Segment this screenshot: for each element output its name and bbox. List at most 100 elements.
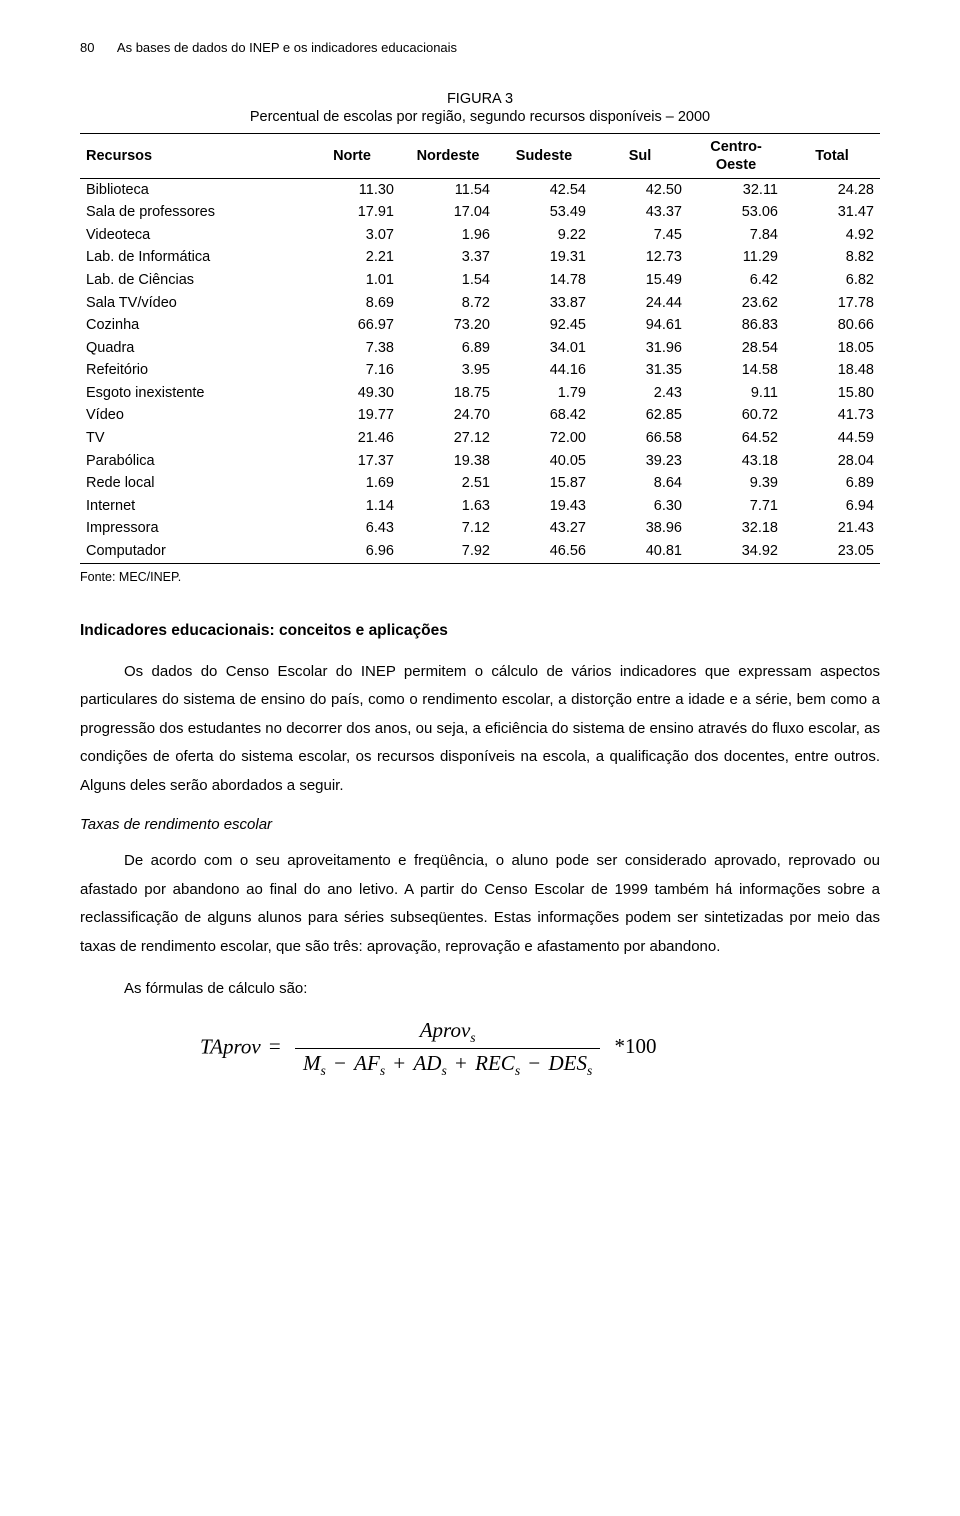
- table-cell: 43.18: [688, 450, 784, 473]
- table-row-label: Lab. de Informática: [80, 247, 304, 270]
- table-row: Rede local1.692.5115.878.649.396.89: [80, 473, 880, 496]
- table-row: Sala de professores17.9117.0453.4943.375…: [80, 202, 880, 225]
- table-cell: 7.45: [592, 224, 688, 247]
- table-cell: 1.63: [400, 495, 496, 518]
- table-header-cell: Recursos: [80, 134, 304, 179]
- table-cell: 53.49: [496, 202, 592, 225]
- table-cell: 7.71: [688, 495, 784, 518]
- table-cell: 12.73: [592, 247, 688, 270]
- table-cell: 6.30: [592, 495, 688, 518]
- table-row-label: Quadra: [80, 337, 304, 360]
- table-cell: 14.78: [496, 270, 592, 293]
- table-row-label: Cozinha: [80, 315, 304, 338]
- table-row-label: Sala de professores: [80, 202, 304, 225]
- table-cell: 1.01: [304, 270, 400, 293]
- table-cell: 21.43: [784, 518, 880, 541]
- table-row: Quadra7.386.8934.0131.9628.5418.05: [80, 337, 880, 360]
- table-cell: 86.83: [688, 315, 784, 338]
- table-cell: 24.44: [592, 292, 688, 315]
- table-cell: 9.11: [688, 382, 784, 405]
- table-cell: 11.54: [400, 179, 496, 202]
- figure-source: Fonte: MEC/INEP.: [80, 570, 880, 584]
- table-row-label: Internet: [80, 495, 304, 518]
- page-number: 80: [80, 40, 114, 55]
- table-cell: 19.77: [304, 405, 400, 428]
- table-cell: 6.42: [688, 270, 784, 293]
- equals-sign: =: [266, 1034, 284, 1058]
- table-cell: 1.14: [304, 495, 400, 518]
- table-cell: 11.30: [304, 179, 400, 202]
- running-title: As bases de dados do INEP e os indicador…: [117, 40, 457, 55]
- table-cell: 7.16: [304, 360, 400, 383]
- table-cell: 40.81: [592, 540, 688, 563]
- table-cell: 64.52: [688, 427, 784, 450]
- table-row: Impressora6.437.1243.2738.9632.1821.43: [80, 518, 880, 541]
- table-cell: 8.69: [304, 292, 400, 315]
- table-row: Videoteca3.071.969.227.457.844.92: [80, 224, 880, 247]
- table-cell: 28.54: [688, 337, 784, 360]
- formula: TAprov = Aprovs Ms − AFs + ADs + RECs − …: [200, 1018, 880, 1079]
- table-row: Refeitório7.163.9544.1631.3514.5818.48: [80, 360, 880, 383]
- table-cell: 53.06: [688, 202, 784, 225]
- table-cell: 40.05: [496, 450, 592, 473]
- table-cell: 66.97: [304, 315, 400, 338]
- table-cell: 6.89: [784, 473, 880, 496]
- table-cell: 32.18: [688, 518, 784, 541]
- table-row-label: Lab. de Ciências: [80, 270, 304, 293]
- table-row-label: TV: [80, 427, 304, 450]
- table-row-label: Computador: [80, 540, 304, 563]
- table-cell: 41.73: [784, 405, 880, 428]
- table-row: Esgoto inexistente49.3018.751.792.439.11…: [80, 382, 880, 405]
- section-heading: Indicadores educacionais: conceitos e ap…: [80, 622, 880, 640]
- table-cell: 1.54: [400, 270, 496, 293]
- table-cell: 46.56: [496, 540, 592, 563]
- table-cell: 8.82: [784, 247, 880, 270]
- table-cell: 19.38: [400, 450, 496, 473]
- table-header-row: RecursosNorteNordesteSudesteSulCentro-Oe…: [80, 134, 880, 179]
- table-cell: 21.46: [304, 427, 400, 450]
- table-cell: 60.72: [688, 405, 784, 428]
- figure-label: FIGURA 3: [80, 91, 880, 107]
- table-cell: 7.84: [688, 224, 784, 247]
- table-header-cell: Sudeste: [496, 134, 592, 179]
- table-row: Internet1.141.6319.436.307.716.94: [80, 495, 880, 518]
- table-cell: 1.79: [496, 382, 592, 405]
- table-cell: 2.51: [400, 473, 496, 496]
- table-row: Cozinha66.9773.2092.4594.6186.8380.66: [80, 315, 880, 338]
- table-cell: 49.30: [304, 382, 400, 405]
- table-header-cell: Nordeste: [400, 134, 496, 179]
- table-header-cell: Norte: [304, 134, 400, 179]
- table-cell: 17.04: [400, 202, 496, 225]
- table-cell: 7.12: [400, 518, 496, 541]
- table-cell: 8.64: [592, 473, 688, 496]
- table-cell: 31.96: [592, 337, 688, 360]
- paragraph-2: De acordo com o seu aproveitamento e fre…: [80, 847, 880, 961]
- subheading: Taxas de rendimento escolar: [80, 816, 880, 833]
- table-row-label: Biblioteca: [80, 179, 304, 202]
- running-head: 80 As bases de dados do INEP e os indica…: [80, 40, 880, 55]
- table-cell: 8.72: [400, 292, 496, 315]
- table-cell: 15.80: [784, 382, 880, 405]
- table-cell: 18.75: [400, 382, 496, 405]
- table-cell: 17.37: [304, 450, 400, 473]
- table-cell: 7.38: [304, 337, 400, 360]
- table-row-label: Esgoto inexistente: [80, 382, 304, 405]
- table-cell: 11.29: [688, 247, 784, 270]
- table-cell: 73.20: [400, 315, 496, 338]
- table-cell: 3.37: [400, 247, 496, 270]
- formula-tail: *100: [612, 1034, 660, 1058]
- table-cell: 34.92: [688, 540, 784, 563]
- table-cell: 14.58: [688, 360, 784, 383]
- table-cell: 72.00: [496, 427, 592, 450]
- table-header-cell: Total: [784, 134, 880, 179]
- table-header-cell: Sul: [592, 134, 688, 179]
- table-cell: 38.96: [592, 518, 688, 541]
- table-cell: 34.01: [496, 337, 592, 360]
- table-row: Biblioteca11.3011.5442.5442.5032.1124.28: [80, 179, 880, 202]
- table-cell: 6.96: [304, 540, 400, 563]
- table-row-label: Sala TV/vídeo: [80, 292, 304, 315]
- figure-subtitle: Percentual de escolas por região, segund…: [80, 109, 880, 125]
- table-cell: 7.92: [400, 540, 496, 563]
- table-cell: 2.43: [592, 382, 688, 405]
- table-row: Vídeo19.7724.7068.4262.8560.7241.73: [80, 405, 880, 428]
